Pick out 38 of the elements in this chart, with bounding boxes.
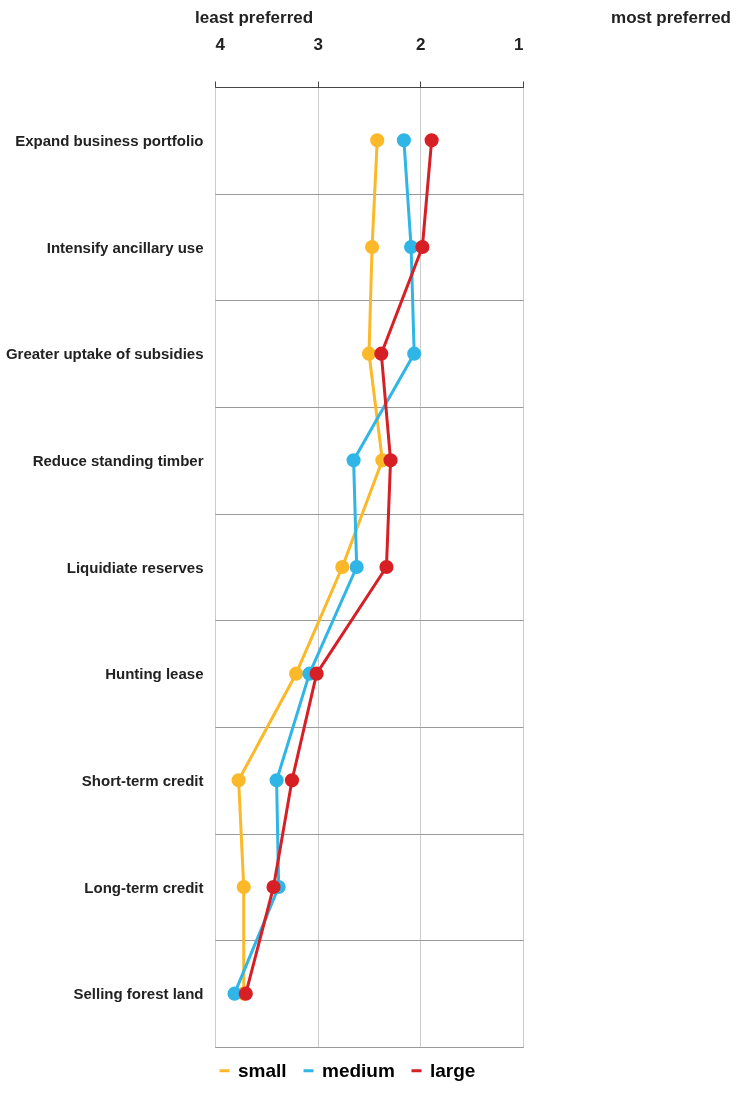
- x-tick-label: 3: [313, 34, 323, 54]
- point: [396, 133, 411, 148]
- y-tick-label: Intensify ancillary use: [46, 238, 204, 256]
- point: [374, 346, 389, 361]
- x-tick-label: 2: [416, 34, 426, 54]
- point: [379, 559, 394, 575]
- point: [231, 773, 246, 788]
- point: [269, 773, 284, 788]
- y-tick-label: Hunting lease: [105, 665, 204, 683]
- y-tick-label: Selling forest land: [73, 985, 204, 1003]
- y-tick-label: Greater uptake of subsidies: [5, 345, 204, 363]
- point: [407, 346, 422, 361]
- text: most preferred: [611, 8, 731, 28]
- point: [361, 346, 377, 361]
- y-tick-label: Long-term credit: [84, 878, 204, 896]
- point: [335, 559, 350, 575]
- text: least preferred: [195, 8, 314, 28]
- x-tick-label: 1: [514, 34, 524, 54]
- point: [289, 666, 304, 681]
- y-tick-label: Liquidiate reserves: [66, 558, 204, 576]
- y-tick-label: Reduce standing timber: [32, 451, 204, 469]
- legend-label: medium: [322, 1059, 395, 1081]
- x-tick-label: 4: [215, 34, 226, 54]
- point: [236, 879, 251, 895]
- point: [349, 559, 364, 575]
- point: [346, 453, 361, 468]
- point: [284, 773, 300, 788]
- point: [309, 666, 324, 681]
- legend-label: small: [238, 1059, 287, 1081]
- point: [370, 133, 385, 148]
- point: [415, 239, 430, 255]
- point: [383, 453, 398, 468]
- y-tick-label: Expand business portfolio: [15, 131, 204, 149]
- point: [266, 879, 281, 895]
- y-tick-label: Short-term credit: [81, 771, 204, 789]
- legend-label: large: [430, 1059, 476, 1081]
- point: [365, 239, 380, 255]
- point: [424, 133, 439, 148]
